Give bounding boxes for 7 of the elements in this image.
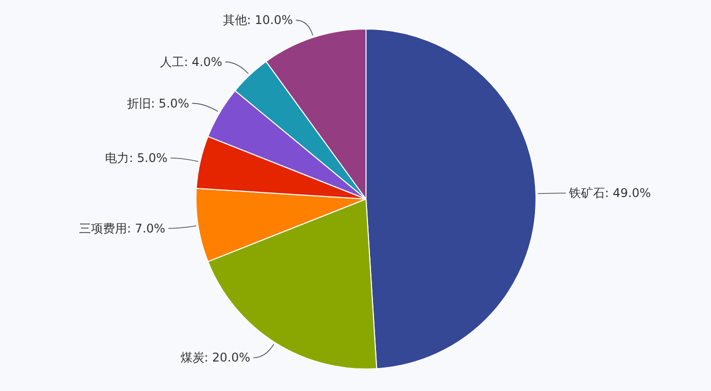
slice-label: 其他: 10.0% (222, 13, 293, 28)
slice-label: 煤炭: 20.0% (180, 350, 250, 365)
slice-label: 铁矿石: 49.0% (568, 186, 651, 200)
slice-label: 三项费用: 7.0% (78, 221, 166, 236)
slice-label: 人工: 4.0% (160, 54, 222, 69)
slice-label: 电力: 5.0% (105, 150, 168, 165)
slice-label: 折旧: 5.0% (126, 96, 190, 110)
